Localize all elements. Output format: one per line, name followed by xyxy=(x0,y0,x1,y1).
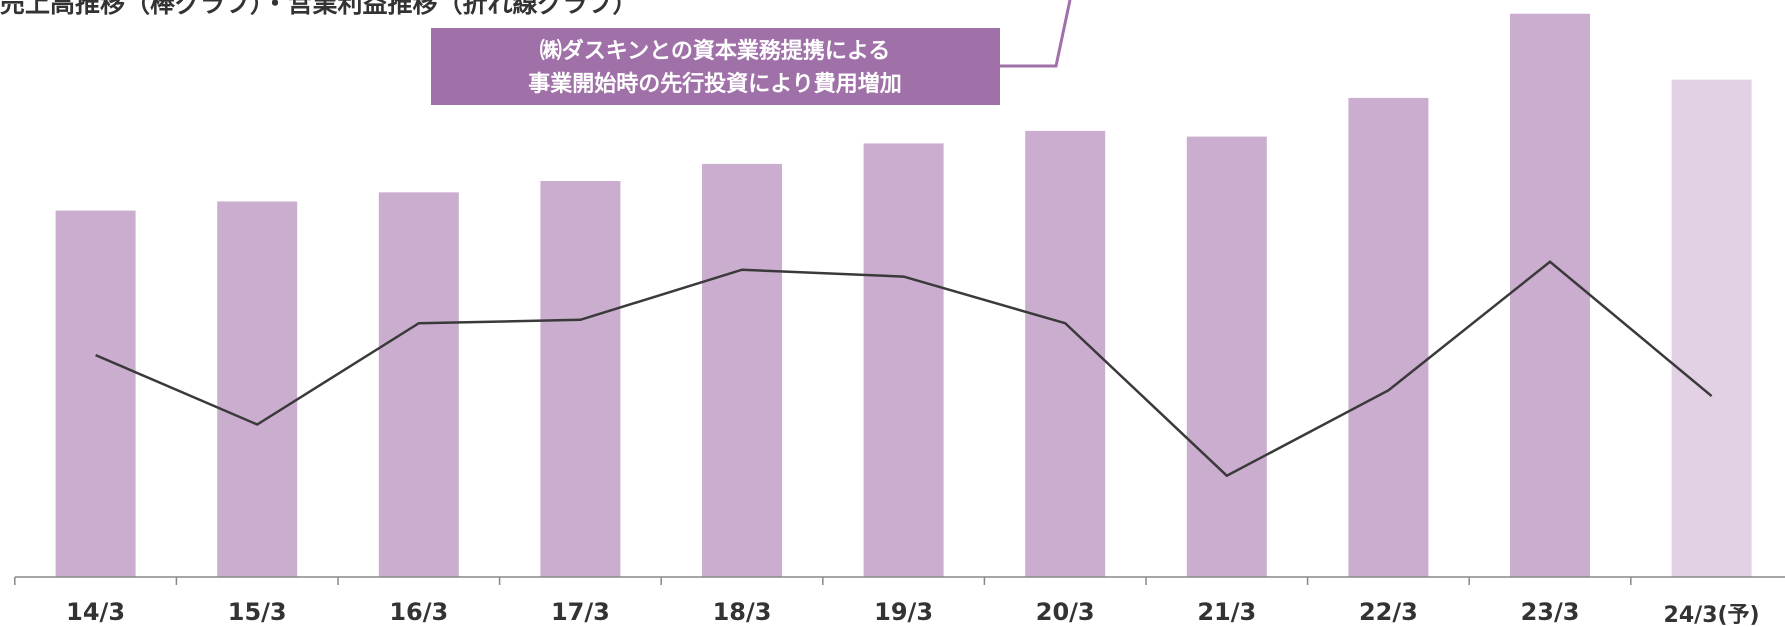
x-tick-label: 14/3 xyxy=(66,598,125,626)
annotation-text: 事業開始時の先行投資により費用増加 xyxy=(528,71,902,97)
x-tick-label: 20/3 xyxy=(1036,598,1095,626)
annotation-text: ㈱ダスキンとの資本業務提携による xyxy=(540,38,890,64)
bar xyxy=(1510,13,1590,577)
bar xyxy=(1186,136,1267,577)
x-tick-label: 23/3 xyxy=(1521,598,1580,626)
annotation-connector xyxy=(1000,0,1072,68)
x-tick-label: 22/3 xyxy=(1359,598,1418,626)
x-tick-label: 17/3 xyxy=(551,598,610,626)
annotation-box xyxy=(431,28,1000,105)
x-tick-label: 15/3 xyxy=(228,598,287,626)
bar xyxy=(540,180,621,577)
x-tick-label: 19/3 xyxy=(874,598,933,626)
bar xyxy=(217,201,298,577)
x-tick-label: 16/3 xyxy=(389,598,448,626)
line xyxy=(95,260,1713,478)
bar xyxy=(378,192,459,577)
bar xyxy=(55,210,136,577)
bar xyxy=(1025,130,1106,578)
bar xyxy=(1348,97,1429,577)
x-tick-label: 18/3 xyxy=(713,598,772,626)
x-tick-label: 24/3(予) xyxy=(1664,603,1760,627)
bar xyxy=(1671,79,1752,577)
chart-title: 売上高推移（棒グラフ）・営業利益推移（折れ線グラフ） xyxy=(0,0,638,18)
x-tick-label: 21/3 xyxy=(1197,598,1256,626)
bar xyxy=(863,143,944,577)
bar xyxy=(702,163,782,577)
